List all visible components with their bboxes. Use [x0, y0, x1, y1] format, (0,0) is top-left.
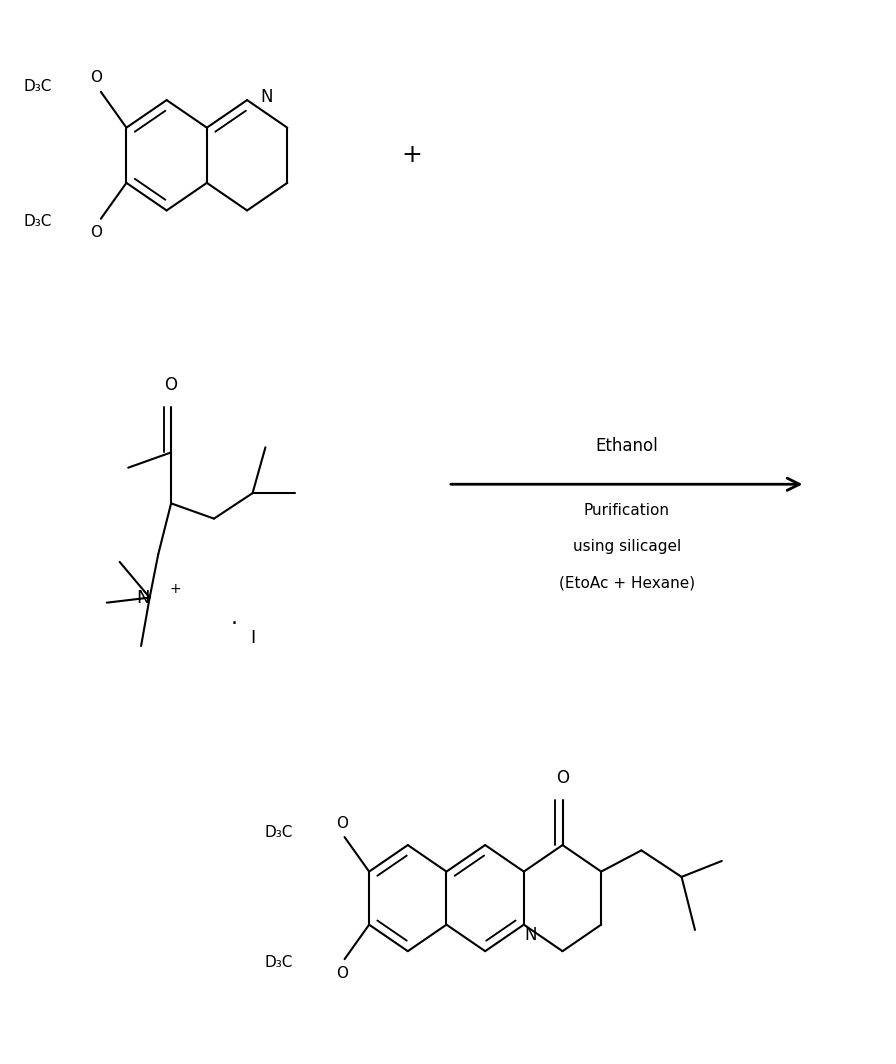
- Text: O: O: [165, 376, 177, 394]
- Text: Purification: Purification: [583, 503, 669, 518]
- Text: O: O: [556, 769, 569, 787]
- Text: N: N: [136, 588, 150, 606]
- Text: D₃C: D₃C: [23, 215, 52, 230]
- Text: I: I: [250, 629, 255, 647]
- Text: +: +: [169, 582, 181, 596]
- Text: O: O: [336, 965, 348, 981]
- Text: O: O: [336, 816, 348, 831]
- Text: D₃C: D₃C: [23, 79, 52, 94]
- Text: N: N: [525, 927, 538, 944]
- Text: O: O: [90, 70, 102, 85]
- Text: Ethanol: Ethanol: [595, 436, 658, 454]
- Text: (EtoAc + Hexane): (EtoAc + Hexane): [558, 576, 694, 591]
- Text: using silicagel: using silicagel: [573, 539, 681, 554]
- Text: ·: ·: [231, 614, 238, 634]
- Text: O: O: [90, 226, 102, 240]
- Text: +: +: [401, 144, 423, 167]
- Text: N: N: [261, 88, 273, 106]
- Text: D₃C: D₃C: [264, 954, 293, 969]
- Text: D₃C: D₃C: [264, 826, 293, 841]
